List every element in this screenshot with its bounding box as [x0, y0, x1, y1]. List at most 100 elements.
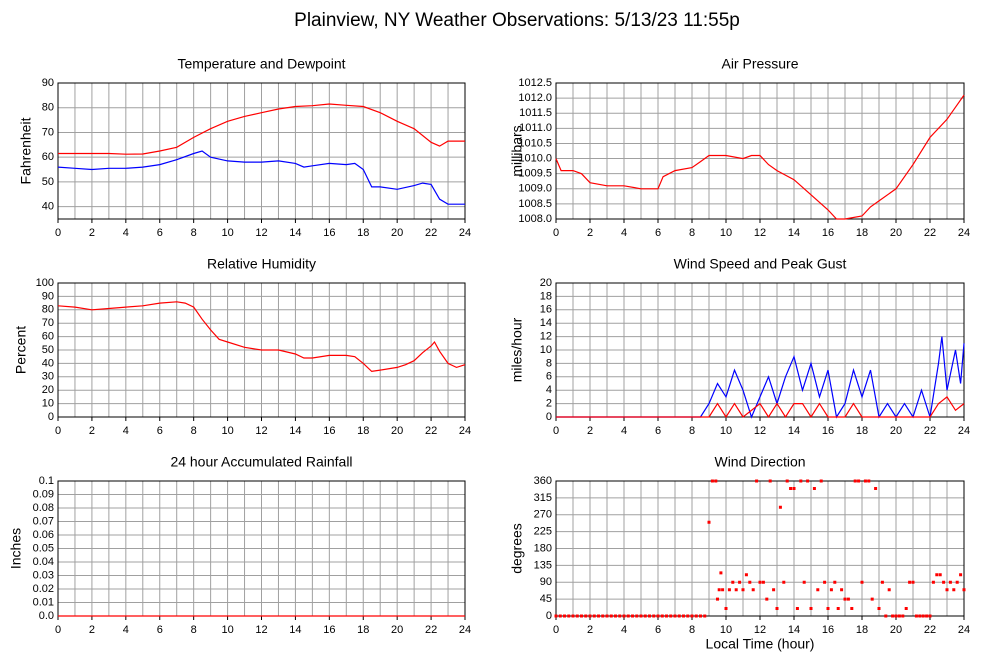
data-point	[707, 520, 711, 524]
data-point	[945, 588, 949, 592]
y-tick-label: 100	[36, 277, 54, 289]
y-tick-label: 0	[48, 411, 54, 423]
data-point	[643, 614, 647, 618]
y-tick-label: 90	[42, 290, 54, 302]
data-point	[554, 614, 558, 618]
data-point	[751, 588, 755, 592]
data-point	[775, 607, 779, 610]
y-tick-label: 40	[42, 357, 54, 369]
y-axis-label: Inches	[8, 528, 24, 569]
y-tick-label: 60	[42, 331, 54, 343]
data-point	[669, 614, 673, 618]
data-point	[880, 580, 884, 584]
data-point	[635, 614, 639, 618]
x-tick-label: 24	[459, 227, 471, 239]
data-line	[57, 150, 465, 205]
x-tick-label: 2	[587, 425, 593, 437]
x-tick-label: 10	[221, 624, 233, 636]
x-tick-label: 4	[123, 425, 129, 437]
data-point	[901, 614, 905, 618]
data-point	[908, 580, 912, 584]
chart-title: Air Pressure	[721, 56, 798, 72]
y-axis-label: degrees	[509, 523, 525, 574]
y-tick-label: 80	[42, 304, 54, 316]
x-tick-label: 14	[289, 425, 301, 437]
plot-frame	[555, 480, 965, 617]
data-point	[741, 588, 745, 592]
y-tick-label: 270	[534, 509, 552, 521]
y-tick-label: 0	[546, 411, 552, 423]
x-tick-label: 18	[856, 227, 868, 239]
y-tick-label: 0.02	[33, 583, 54, 595]
x-tick-label: 6	[655, 227, 661, 239]
x-tick-label: 18	[357, 624, 369, 636]
x-tick-label: 10	[720, 227, 732, 239]
x-tick-label: 8	[191, 227, 197, 239]
y-tick-label: 1011.0	[519, 122, 552, 134]
x-tick-label: 20	[890, 425, 902, 437]
x-tick-label: 24	[958, 227, 970, 239]
x-tick-label: 2	[89, 425, 95, 437]
y-tick-label: 16	[540, 304, 552, 316]
plot-frame	[57, 282, 466, 418]
data-point	[785, 479, 789, 483]
data-point	[877, 607, 881, 610]
data-point	[948, 580, 952, 584]
data-point	[789, 487, 793, 490]
data-point	[959, 573, 963, 577]
y-tick-label: 30	[42, 371, 54, 383]
data-point	[575, 614, 579, 618]
data-point	[894, 614, 898, 618]
data-point	[846, 597, 850, 601]
data-point	[911, 580, 915, 584]
data-point	[836, 607, 840, 610]
data-point	[744, 573, 748, 577]
data-point	[639, 614, 643, 618]
x-tick-label: 12	[754, 425, 766, 437]
y-tick-label: 0.07	[33, 515, 54, 527]
chart-title: Relative Humidity	[207, 256, 316, 272]
x-tick-label: 18	[357, 425, 369, 437]
x-tick-label: 16	[323, 624, 335, 636]
data-point	[724, 607, 728, 610]
data-point	[605, 614, 609, 618]
data-point	[884, 614, 888, 618]
x-tick-label: 14	[289, 227, 301, 239]
data-point	[690, 614, 694, 618]
y-tick-label: 0.06	[33, 529, 54, 541]
x-tick-label: 10	[720, 425, 732, 437]
data-point	[758, 580, 762, 584]
data-point	[761, 580, 765, 584]
x-tick-label: 0	[55, 425, 61, 437]
data-point	[609, 614, 613, 618]
chart-title: Wind Direction	[714, 454, 805, 470]
x-tick-label: 2	[587, 624, 593, 636]
y-tick-label: 1009.0	[518, 183, 552, 195]
y-tick-label: 70	[42, 126, 54, 138]
data-point	[863, 479, 867, 483]
data-point	[829, 588, 833, 592]
y-tick-label: 0.05	[33, 542, 54, 554]
y-tick-label: 50	[42, 176, 54, 188]
x-tick-label: 12	[255, 227, 267, 239]
y-axis-label: miles/hour	[509, 317, 525, 382]
data-point	[897, 614, 901, 618]
y-tick-label: 2	[546, 398, 552, 410]
x-tick-label: 16	[323, 227, 335, 239]
x-tick-label: 20	[890, 624, 902, 636]
y-tick-label: 80	[42, 102, 54, 114]
data-point	[795, 607, 799, 610]
x-tick-label: 12	[255, 425, 267, 437]
y-axis-label: millibars	[509, 125, 525, 176]
y-tick-label: 360	[534, 475, 552, 487]
x-tick-label: 24	[459, 425, 471, 437]
y-tick-label: 20	[540, 277, 552, 289]
x-tick-label: 22	[924, 425, 936, 437]
data-point	[597, 614, 600, 618]
chart-title: 24 hour Accumulated Rainfall	[170, 454, 352, 470]
x-tick-label: 8	[191, 624, 197, 636]
y-tick-label: 1008.0	[518, 213, 552, 225]
x-tick-label: 14	[788, 624, 800, 636]
data-point	[694, 614, 698, 618]
